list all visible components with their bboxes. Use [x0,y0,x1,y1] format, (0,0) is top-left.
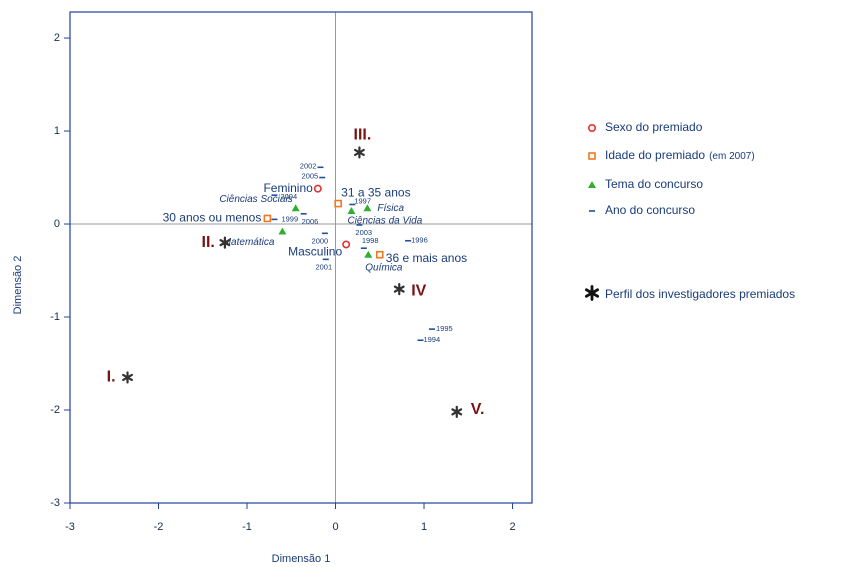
y-tick-label: 1 [54,125,60,137]
point-label: Feminino [263,181,313,195]
point [451,405,463,418]
point-label: 1999 [281,214,298,223]
y-axis-label: Dimensão 2 [12,256,24,315]
point-label: 1994 [423,335,440,344]
point-label: 2000 [312,236,329,245]
point-label: 1996 [411,236,428,245]
point [313,184,322,193]
x-tick-label: -1 [242,521,252,533]
legend-label: Ano do concurso [605,203,695,217]
point [364,250,373,258]
legend-name-suffix: (em 2007) [709,151,755,162]
point-label: Ciências Sociais [219,194,292,205]
point-label: Química [365,262,403,273]
point-label: 2004 [280,192,297,201]
series: Ciências Sociais Física Ciências da Vida Ma… [219,194,422,273]
y-tick-label: -2 [50,404,60,416]
x-tick-label: -2 [154,521,164,533]
point [122,371,133,384]
point-label: Masculino [288,245,342,259]
point-label: 1997 [354,196,371,205]
point-label: IV [411,282,426,299]
point-label: 2006 [302,217,319,226]
legend-label: Sexo do premiado [605,120,703,134]
x-tick-label: 1 [421,521,427,533]
point-label: 2002 [300,161,317,170]
point [291,204,300,212]
legend-symbol [584,285,600,301]
point [393,283,405,296]
legend-name: Idade do premiado [605,148,705,162]
point-label: 2003 [355,228,372,237]
series: Feminino Masculino [263,181,351,259]
point [263,214,272,223]
point [375,250,384,259]
x-tick-label: 2 [509,521,515,533]
point-label: Matemática [223,237,275,248]
legend-entry: Idade do premiado (em 2007) [588,148,755,162]
legend-entry: Sexo do premiado [587,120,703,134]
point [363,204,372,212]
series: I. II. III. IV V. [107,127,485,418]
point [342,240,351,249]
x-tick-label: 0 [332,521,338,533]
y-tick-label: 0 [54,218,60,230]
legend-symbol [588,181,596,188]
legend-name: Sexo do premiado [605,120,703,134]
y-tick-label: -3 [50,497,60,509]
point [334,199,342,208]
point-label: 30 anos ou menos [163,211,262,225]
point-label: I. [107,369,116,386]
y-tick-label: 2 [54,32,60,44]
legend-entry: Ano do concurso [589,203,695,217]
plot-frame [69,11,533,504]
point [278,227,287,235]
legend-entry: Tema do concurso [588,177,703,191]
point-label: Física [377,203,404,214]
point-label: 1998 [362,236,379,245]
y-tick-label: -1 [50,311,60,323]
legend-name: Perfil dos investigadores premiados [605,287,795,301]
point-label: 2001 [315,262,332,271]
legend-name: Tema do concurso [605,177,703,191]
point-label: 36 e mais anos [386,251,467,265]
legend-label: Idade do premiado (em 2007) [605,148,755,162]
point [353,146,365,159]
point-label: V. [471,401,485,418]
legend-label: Tema do concurso [605,177,703,191]
point-label: II. [202,234,215,251]
point-label: 1995 [436,324,453,333]
legend-symbol [588,152,596,160]
point [347,207,356,215]
legend-name: Ano do concurso [605,203,695,217]
point-label: III. [354,127,372,144]
legend-label: Perfil dos investigadores premiados [605,287,795,301]
point-label: 31 a 35 anos [341,186,410,200]
legend-entry: Perfil dos investigadores premiados [584,285,795,301]
legend-symbol [587,124,596,133]
x-tick-label: -3 [65,521,75,533]
series: 31 a 35 anos 30 anos ou menos 36 e mais an… [163,186,468,265]
point-label: 2005 [302,172,319,181]
point [219,236,231,249]
x-axis-label: Dimensão 1 [272,553,331,565]
point-label: Ciências da Vida [347,216,422,227]
